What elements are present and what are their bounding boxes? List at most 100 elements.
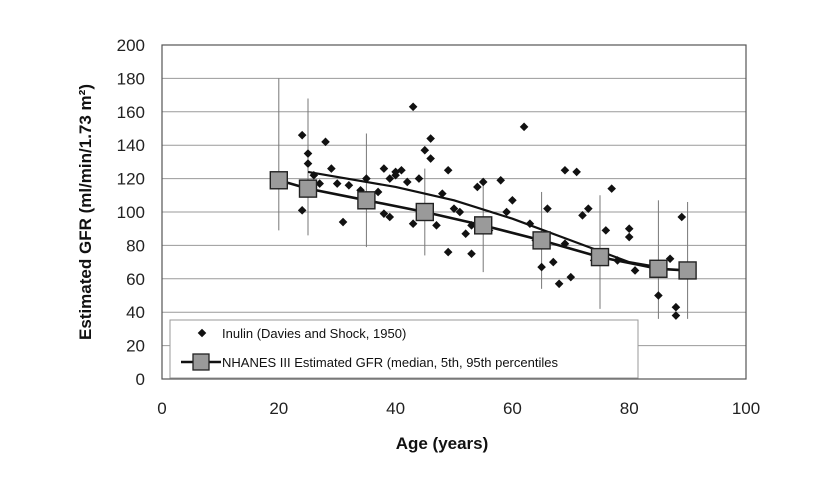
nhanes-marker-55 [474, 216, 493, 235]
y-axis-title: Estimated GFR (ml/min/1.73 m²) [76, 84, 95, 340]
inulin-point-8 [332, 179, 342, 188]
legend-marker-symbol [192, 353, 210, 371]
inulin-point-42 [508, 196, 517, 205]
inulin-point-48 [543, 204, 552, 213]
legend: Inulin (Davies and Shock, 1950) NHANES I… [169, 319, 639, 379]
inulin-point-43 [519, 122, 529, 132]
inulin-point-15 [379, 164, 389, 173]
y-tick-label-160: 160 [117, 103, 145, 122]
inulin-point-52 [560, 239, 570, 249]
x-tick-label-100: 100 [732, 399, 760, 418]
legend-diamond [197, 328, 207, 338]
inulin-point-9 [338, 217, 348, 227]
inulin-point-22 [408, 102, 418, 112]
y-tick-label-20: 20 [126, 337, 145, 356]
inulin-point-0 [297, 130, 307, 140]
inulin-point-12 [362, 174, 371, 183]
inulin-point-65 [654, 291, 663, 300]
inulin-point-13 [373, 187, 383, 197]
nhanes-marker-45 [415, 202, 434, 222]
legend-label-nhanes: NHANES III Estimated GFR (median, 5th, 9… [222, 355, 558, 370]
inulin-point-36 [467, 249, 476, 259]
nhanes-markers [269, 171, 697, 280]
inulin-point-6 [321, 137, 330, 147]
inulin-point-2 [303, 149, 313, 158]
plot-frame [161, 44, 747, 380]
inulin-point-62 [624, 232, 634, 242]
nhanes-marker-35 [357, 191, 376, 210]
inulin-point-30 [443, 247, 453, 257]
inulin-point-63 [630, 266, 640, 275]
y-tick-label-140: 140 [117, 136, 145, 155]
inulin-point-3 [303, 159, 313, 168]
nhanes-marker-90 [678, 261, 697, 280]
inulin-point-49 [548, 257, 558, 267]
y-tick-label-100: 100 [117, 203, 145, 222]
inulin-point-40 [496, 175, 506, 185]
inulin-point-69 [677, 212, 687, 222]
y-tick-label-200: 200 [117, 36, 145, 55]
legend-box [169, 319, 639, 379]
y-tick-label-180: 180 [117, 69, 145, 88]
inulin-point-21 [402, 177, 412, 187]
inulin-point-5 [315, 179, 324, 188]
inulin-point-26 [426, 134, 435, 143]
inulin-point-35 [467, 221, 476, 230]
inulin-point-67 [671, 302, 681, 312]
x-tick-label-60: 60 [503, 399, 522, 418]
inulin-point-1 [297, 206, 307, 215]
inulin-points [297, 102, 687, 320]
nhanes-marker-25 [298, 179, 318, 198]
inulin-point-58 [601, 226, 611, 235]
x-tick-label-80: 80 [620, 399, 639, 418]
inulin-point-68 [671, 311, 681, 320]
x-axis-title: Age (years) [396, 434, 489, 453]
inulin-point-14 [379, 209, 389, 218]
y-tick-label-40: 40 [126, 303, 145, 322]
inulin-point-66 [665, 254, 675, 264]
inulin-point-24 [414, 174, 424, 183]
x-tick-label-0: 0 [157, 399, 166, 418]
inulin-point-38 [478, 177, 488, 187]
inulin-point-20 [397, 165, 406, 175]
inulin-point-47 [537, 262, 546, 272]
inulin-point-11 [356, 185, 365, 195]
inulin-point-51 [560, 165, 570, 175]
inulin-point-27 [426, 154, 435, 163]
percentile-ranges [278, 78, 689, 319]
inulin-point-37 [473, 182, 482, 192]
inulin-point-25 [420, 145, 430, 155]
inulin-point-23 [408, 219, 418, 228]
inulin-point-7 [327, 164, 336, 173]
inulin-point-29 [438, 189, 447, 198]
inulin-point-56 [584, 204, 593, 213]
inulin-point-31 [443, 165, 453, 175]
y-tick-label-80: 80 [126, 236, 145, 255]
inulin-point-60 [613, 256, 622, 265]
inulin-point-34 [461, 229, 470, 239]
inulin-point-17 [385, 174, 395, 183]
nhanes-marker-85 [649, 259, 668, 278]
nhanes-marker-20 [269, 171, 288, 190]
legend-point-symbol [197, 328, 207, 338]
inulin-point-16 [385, 212, 395, 222]
x-tick-label-40: 40 [386, 399, 405, 418]
inulin-point-33 [455, 207, 465, 217]
inulin-point-55 [578, 211, 587, 220]
inulin-point-28 [432, 221, 441, 230]
inulin-point-54 [572, 167, 581, 177]
y-tick-label-0: 0 [136, 370, 145, 389]
inulin-point-44 [525, 219, 535, 228]
inulin-point-41 [502, 207, 511, 217]
inulin-point-61 [624, 224, 634, 233]
inulin-point-10 [344, 180, 354, 190]
inulin-point-4 [309, 170, 319, 180]
x-tick-label-20: 20 [269, 399, 288, 418]
nhanes-marker-75 [590, 247, 610, 267]
y-tick-label-120: 120 [117, 170, 145, 189]
inulin-point-50 [554, 279, 564, 289]
nhanes-marker-65 [532, 231, 551, 250]
y-tick-label-60: 60 [126, 270, 145, 289]
inulin-point-59 [607, 184, 616, 193]
